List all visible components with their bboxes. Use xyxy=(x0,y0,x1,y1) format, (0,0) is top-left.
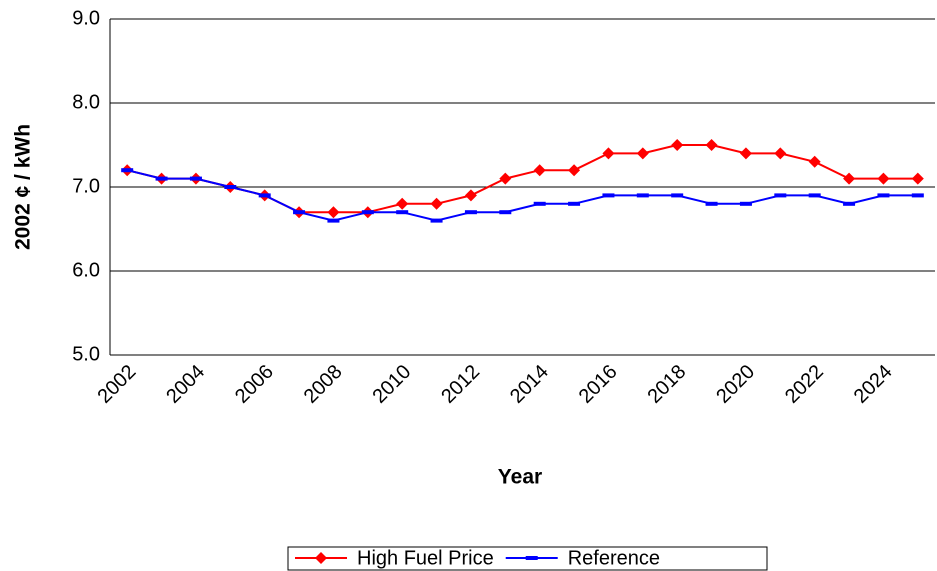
data-point xyxy=(808,155,821,168)
data-point xyxy=(911,193,924,198)
y-tick-label: 7.0 xyxy=(72,175,100,197)
x-tick-label: 2004 xyxy=(162,361,209,408)
x-tick-label: 2006 xyxy=(231,361,278,408)
legend-label: High Fuel Price xyxy=(357,547,494,569)
data-point xyxy=(602,147,615,160)
data-point xyxy=(705,201,718,206)
data-point xyxy=(327,218,340,223)
data-point xyxy=(155,176,168,181)
data-point xyxy=(121,168,134,173)
x-tick-label: 2018 xyxy=(643,361,690,408)
legend-marker xyxy=(525,556,538,560)
data-point xyxy=(843,172,856,185)
data-point xyxy=(877,193,890,198)
data-point xyxy=(636,193,649,198)
y-tick-label: 9.0 xyxy=(72,7,100,29)
data-point xyxy=(877,172,890,185)
series-line xyxy=(126,144,918,214)
x-tick-label: 2012 xyxy=(437,361,484,408)
y-tick-label: 5.0 xyxy=(72,343,100,365)
data-point xyxy=(293,210,306,215)
data-point xyxy=(430,197,443,210)
data-point xyxy=(499,210,512,215)
data-point xyxy=(602,193,615,198)
x-tick-label: 2002 xyxy=(93,361,140,408)
data-point xyxy=(739,201,752,206)
x-tick-label: 2014 xyxy=(506,361,553,408)
x-tick-label: 2010 xyxy=(368,361,415,408)
data-point xyxy=(568,201,581,206)
x-tick-label: 2008 xyxy=(300,361,347,408)
series-line xyxy=(126,169,918,222)
data-point xyxy=(258,193,271,198)
data-point xyxy=(671,193,684,198)
x-axis-title: Year xyxy=(498,466,542,489)
data-point xyxy=(533,201,546,206)
data-point xyxy=(705,139,718,151)
data-point xyxy=(464,210,477,215)
data-point xyxy=(774,147,787,160)
x-tick-label: 2024 xyxy=(850,361,897,408)
x-tick-label: 2020 xyxy=(712,361,759,408)
data-point xyxy=(636,147,649,160)
data-point xyxy=(533,164,546,177)
data-point xyxy=(396,197,409,210)
data-point xyxy=(189,176,202,181)
data-point xyxy=(739,147,752,160)
data-point xyxy=(361,210,374,215)
data-point xyxy=(774,193,787,198)
data-point xyxy=(499,172,512,185)
x-tick-label: 2022 xyxy=(781,361,828,408)
data-point xyxy=(464,189,477,202)
legend-marker xyxy=(315,552,327,564)
data-point xyxy=(911,172,924,185)
data-point xyxy=(671,139,684,151)
data-point xyxy=(843,201,856,206)
x-tick-label: 2016 xyxy=(575,361,622,408)
data-point xyxy=(396,210,409,215)
y-tick-label: 8.0 xyxy=(72,91,100,113)
data-point xyxy=(808,193,821,198)
y-axis-title: 2002 ¢ / kWh xyxy=(12,124,35,250)
data-point xyxy=(568,164,581,177)
data-point xyxy=(327,206,340,219)
y-tick-label: 6.0 xyxy=(72,259,100,281)
data-point xyxy=(224,185,237,189)
legend-label: Reference xyxy=(568,547,660,569)
data-point xyxy=(430,218,443,223)
